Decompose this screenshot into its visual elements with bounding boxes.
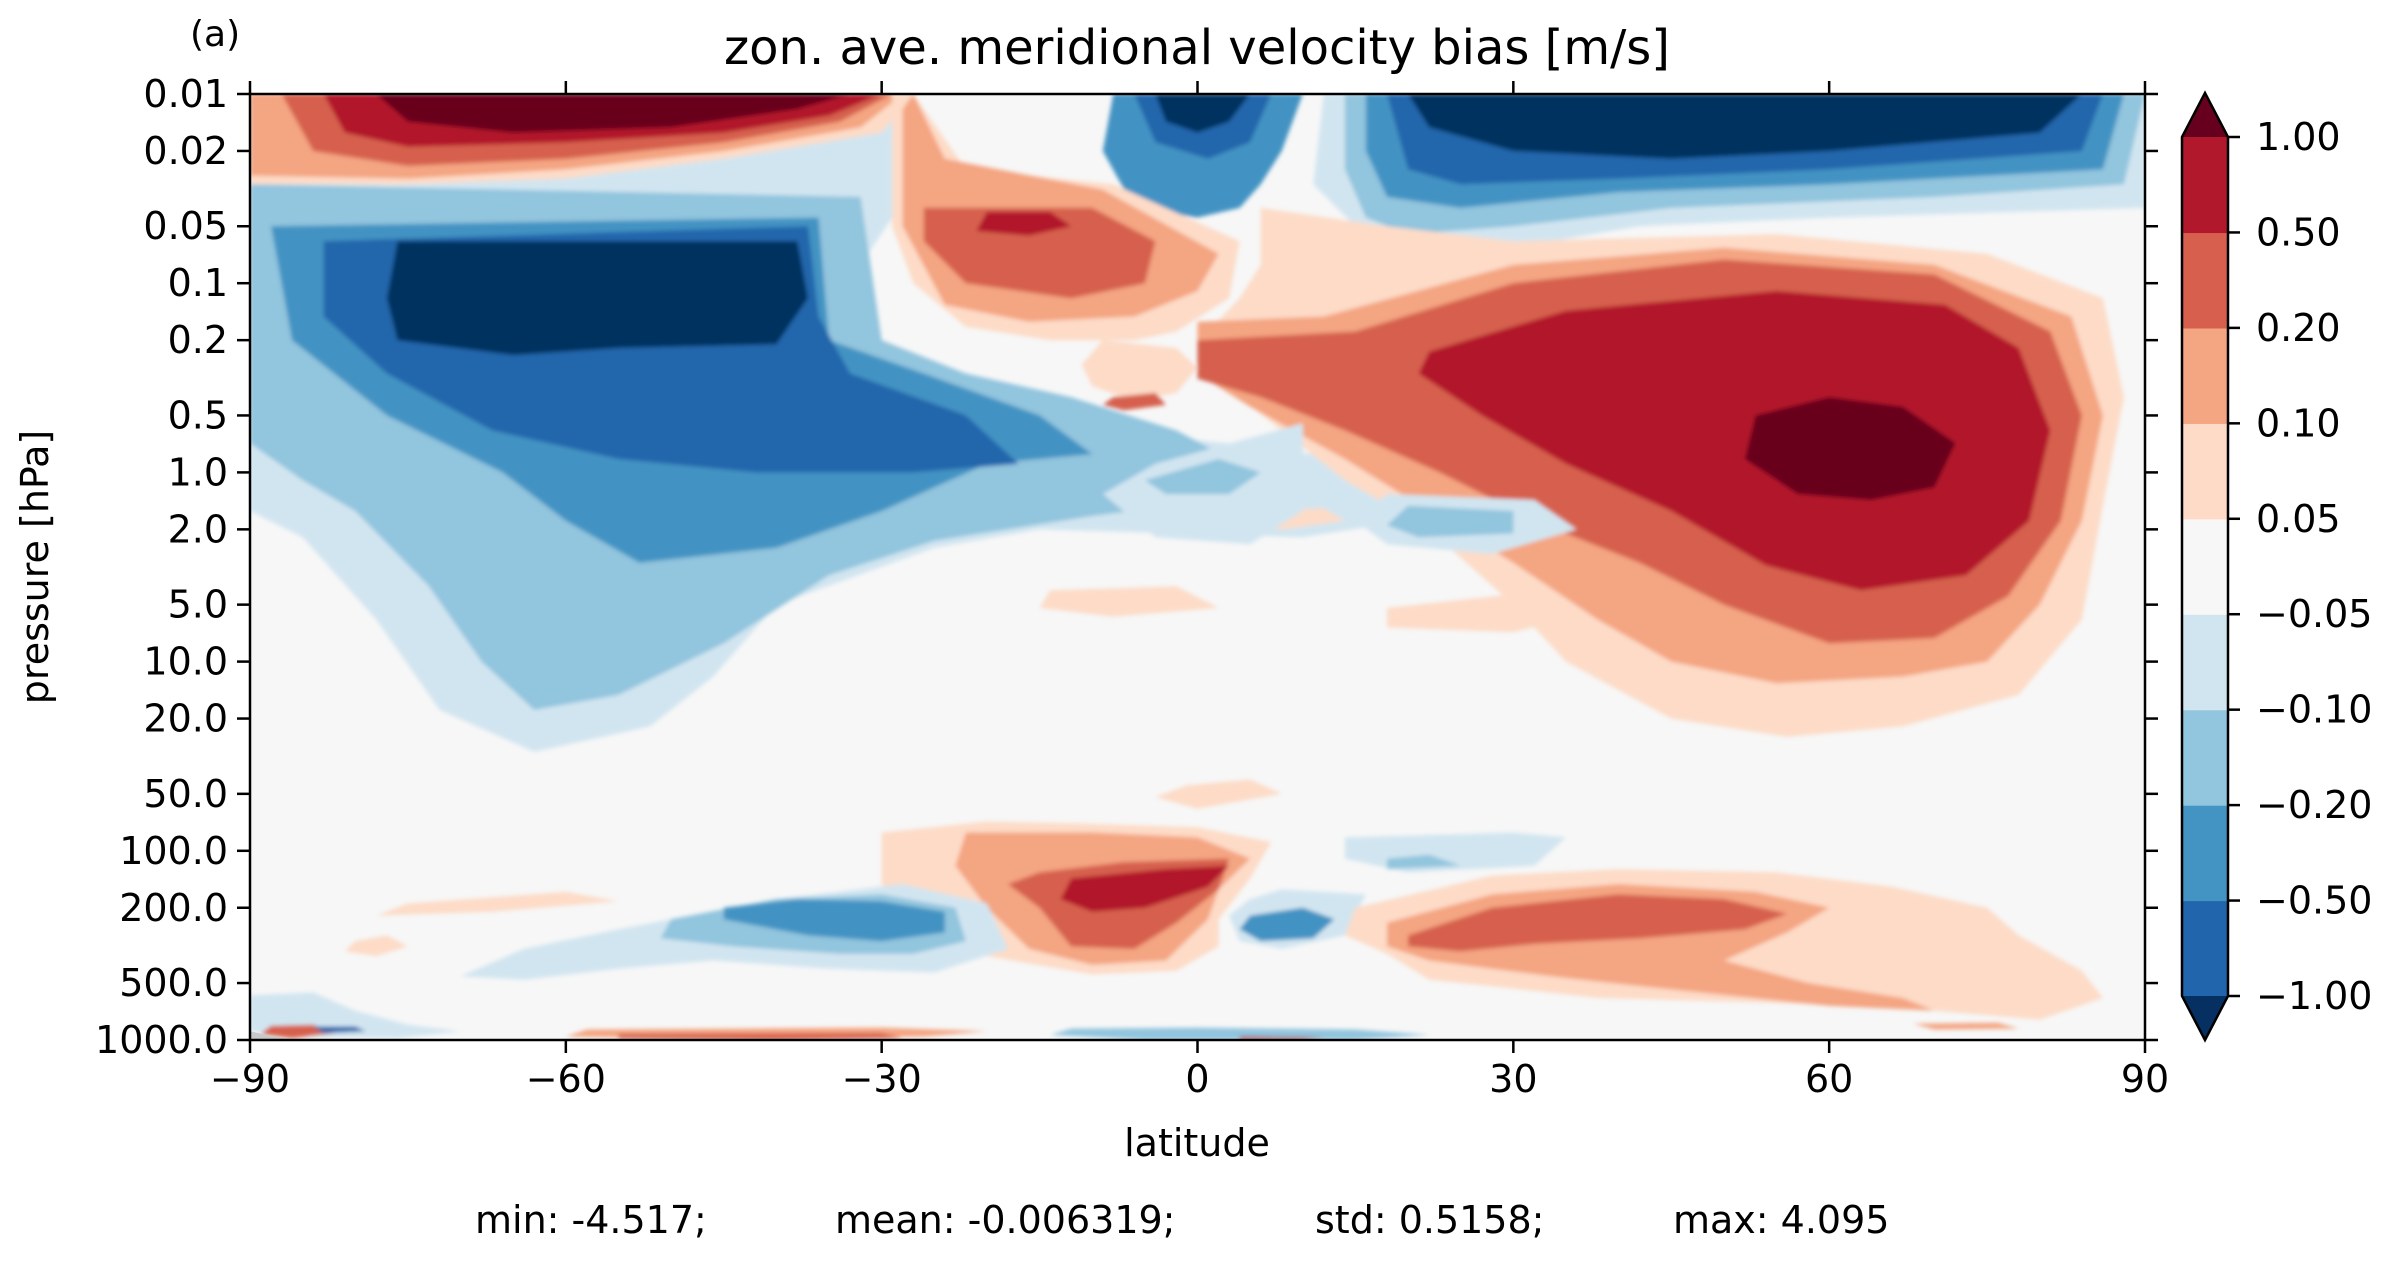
colorbar-tick-label: 1.00 [2256,115,2341,159]
y-tick-label: 2.0 [168,507,228,551]
colorbar-segment [2182,805,2228,902]
y-tick-label: 0.01 [143,72,228,116]
contour-region-52 [344,935,408,957]
chart-title: zon. ave. meridional velocity bias [m/s] [724,20,1670,76]
y-tick-label: 1000.0 [95,1018,228,1062]
colorbar-tick-label: −1.00 [2256,974,2372,1018]
x-tick-label: −90 [210,1057,290,1101]
contour-region-43 [723,899,945,942]
y-axis: 0.01 0.02 0.05 0.1 0.2 0.5 1.0 2.0 5.0 10.0 20.0 50… [95,72,2158,1062]
contour-region-54 [618,1033,903,1040]
colorbar-segment [2182,423,2228,520]
contour-region-50 [1408,894,1788,952]
contour-region-40 [1060,865,1230,912]
contour-region-17 [376,94,851,133]
contour-region-12 [1408,94,2082,159]
colorbar-extend-min [2182,996,2228,1040]
x-tick-label: 90 [2121,1057,2169,1101]
contour-region-28 [1744,397,1956,500]
colorbar-segment [2182,518,2228,615]
colorbar-segment [2182,900,2228,997]
y-tick-label: 0.5 [168,393,228,437]
y-tick-label: 0.1 [168,261,228,305]
x-tick-label: −30 [842,1057,922,1101]
y-tick-label: 20.0 [143,697,228,741]
colorbar-tick-label: −0.05 [2256,592,2372,636]
colorbar-tick-label: 0.20 [2256,306,2341,350]
colorbar-tick-label: −0.20 [2256,783,2372,827]
panel-label: (a) [190,14,240,55]
y-tick-label: 200.0 [119,886,228,930]
stat-std: std: 0.5158; [1315,1198,1545,1242]
colorbar-segment [2182,232,2228,329]
x-tick-label: 60 [1805,1057,1853,1101]
contour-region-21 [976,211,1072,236]
missing-data-region [250,1031,293,1040]
x-tick-label: 30 [1489,1057,1537,1101]
colorbar-segment [2182,614,2228,711]
y-tick-label: 0.02 [143,129,228,173]
colorbar: −1.00 −0.50 −0.20 −0.10 −0.05 0.05 0.10 0.20 0.5… [2180,90,2372,1043]
contour-region-4 [386,241,808,356]
x-axis: −90 −60 −30 0 30 60 90 [210,81,2169,1101]
contour-region-7 [1155,94,1251,133]
contour-fills [250,94,2145,1040]
colorbar-segment [2182,137,2228,234]
colorbar-tick-label: −0.10 [2256,688,2372,732]
y-tick-label: 500.0 [119,961,228,1005]
y-tick-label: 100.0 [119,829,228,873]
contour-region-47 [1387,854,1461,870]
contour-region-59 [313,1026,366,1034]
y-tick-label: 0.05 [143,204,228,248]
contour-region-60 [1913,1022,2019,1030]
contour-region-36 [1155,779,1282,809]
colorbar-tick-label: 0.10 [2256,401,2341,445]
colorbar-tick-label: −0.50 [2256,879,2372,923]
contour-region-27 [1418,291,2051,591]
contour-region-23 [1102,392,1166,411]
contour-region-30 [1039,586,1219,617]
contour-region-33 [1144,459,1261,494]
y-tick-label: 10.0 [143,640,228,684]
contour-region-35 [1387,505,1514,538]
colorbar-tick-label: 0.50 [2256,210,2341,254]
colorbar-tick-label: 0.05 [2256,497,2341,541]
y-axis-label: pressure [hPa] [13,430,57,704]
y-tick-label: 0.2 [168,318,228,362]
stat-max: max: 4.095 [1673,1198,1890,1242]
contour-region-45 [1239,907,1335,942]
contour-region-51 [376,891,619,916]
y-tick-label: 5.0 [168,583,228,627]
x-tick-label: −60 [526,1057,606,1101]
x-tick-label: 0 [1185,1057,1209,1101]
y-tick-label: 50.0 [143,772,228,816]
x-axis-label: latitude [1124,1121,1270,1165]
colorbar-segment [2182,327,2228,424]
y-tick-label: 1.0 [168,450,228,494]
stat-min: min: -4.517; [475,1198,707,1242]
contour-region-31 [1387,594,1587,633]
colorbar-extend-max [2182,93,2228,137]
colorbar-segment [2182,709,2228,806]
stat-mean: mean: -0.006319; [835,1198,1176,1242]
contour-region-55 [1050,1027,1430,1040]
contour-region-22 [1081,340,1198,402]
